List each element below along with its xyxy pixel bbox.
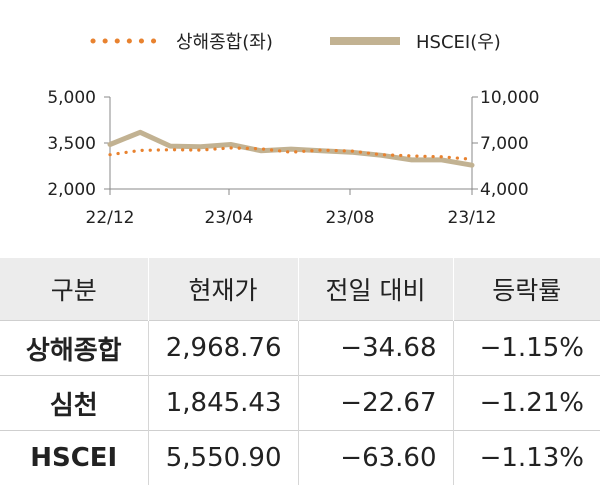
header-price: 현재가	[148, 258, 298, 321]
row-change: −34.68	[298, 321, 453, 376]
table-row: 심천 1,845.43 −22.67 −1.21%	[0, 376, 600, 431]
row-price: 2,968.76	[148, 321, 298, 376]
row-rate: −1.21%	[453, 376, 600, 431]
row-rate: −1.15%	[453, 321, 600, 376]
y-right-tick-label: 7,000	[480, 134, 529, 154]
header-rate: 등락률	[453, 258, 600, 321]
series-line-hscei	[110, 132, 472, 165]
x-tick-label: 23/12	[448, 208, 497, 228]
x-tick-label: 22/12	[86, 208, 135, 228]
index-table: 구분 현재가 전일 대비 등락률 상해종합 2,968.76 −34.68 −1…	[0, 258, 600, 485]
table-row: 상해종합 2,968.76 −34.68 −1.15%	[0, 321, 600, 376]
header-category: 구분	[0, 258, 148, 321]
row-price: 5,550.90	[148, 431, 298, 485]
x-tick-label: 23/04	[205, 208, 254, 228]
table-row: HSCEI 5,550.90 −63.60 −1.13%	[0, 431, 600, 485]
y-right-tick-label: 4,000	[480, 180, 529, 200]
chart: 상해종합(좌) HSCEI(우) 5,000 3,500 2,000 10,000 7,…	[0, 0, 600, 252]
row-change: −63.60	[298, 431, 453, 485]
legend-label-hscei: HSCEI(우)	[416, 32, 501, 53]
row-price: 1,845.43	[148, 376, 298, 431]
row-name: HSCEI	[0, 431, 148, 485]
header-change: 전일 대비	[298, 258, 453, 321]
y-left-tick-label: 3,500	[47, 134, 96, 154]
legend-label-shanghai: 상해종합(좌)	[176, 32, 273, 53]
row-name: 상해종합	[0, 321, 148, 376]
row-change: −22.67	[298, 376, 453, 431]
row-rate: −1.13%	[453, 431, 600, 485]
y-left-tick-label: 2,000	[47, 180, 96, 200]
row-name: 심천	[0, 376, 148, 431]
x-tick-label: 23/08	[326, 208, 375, 228]
y-left-tick-label: 5,000	[47, 88, 96, 108]
table-header-row: 구분 현재가 전일 대비 등락률	[0, 258, 600, 321]
series-layer	[110, 132, 472, 165]
y-right-tick-label: 10,000	[480, 88, 539, 108]
legend: 상해종합(좌) HSCEI(우)	[93, 32, 501, 53]
